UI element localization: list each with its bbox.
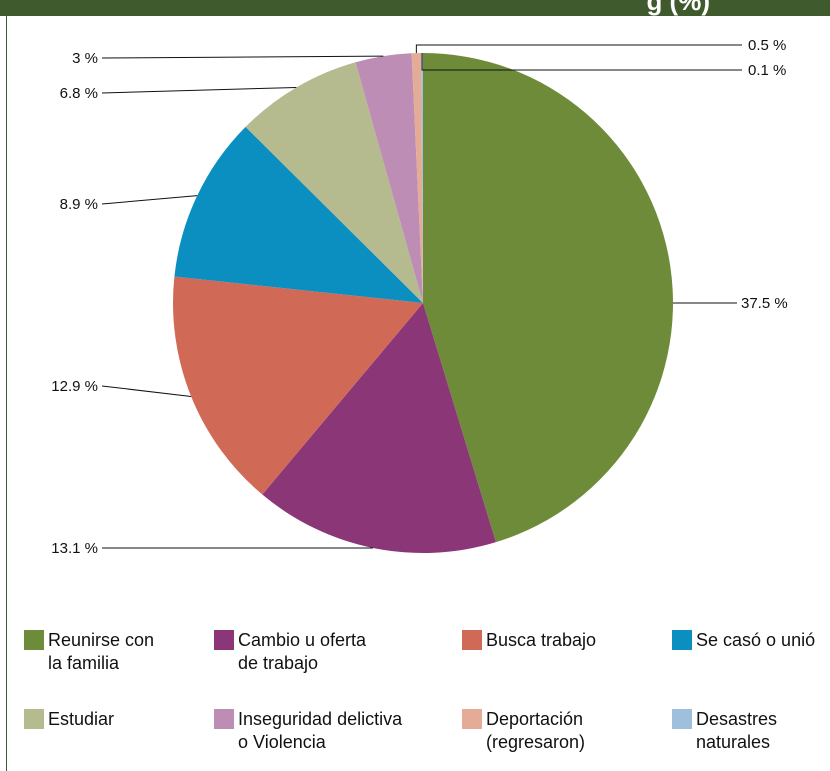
leader-line xyxy=(101,195,198,205)
leader-line xyxy=(101,385,192,397)
pie-slice xyxy=(411,53,423,303)
leader-line xyxy=(415,44,742,54)
data-label: 6.8 % xyxy=(60,85,98,102)
pie-slice xyxy=(423,53,673,543)
data-label: 12.9 % xyxy=(51,378,98,395)
leader-line xyxy=(101,55,384,59)
chart-header: g (%) xyxy=(0,0,830,16)
frame-border xyxy=(6,16,7,771)
leader-line xyxy=(421,53,742,71)
data-label: 3 % xyxy=(72,50,98,67)
pie-slice xyxy=(173,276,423,495)
data-label: 8.9 % xyxy=(60,196,98,213)
chart-title: g (%) xyxy=(646,0,710,16)
data-label: 37.5 % xyxy=(741,295,788,312)
pie-slice xyxy=(245,62,423,304)
pie-slice xyxy=(262,303,496,554)
pie-slice xyxy=(174,126,423,304)
data-label: 13.1 % xyxy=(51,540,98,557)
leader-line xyxy=(101,86,297,94)
data-label: 0.1 % xyxy=(748,62,786,79)
data-label: 0.5 % xyxy=(748,37,786,54)
pie-slice xyxy=(421,53,423,303)
pie-slice xyxy=(355,53,423,304)
